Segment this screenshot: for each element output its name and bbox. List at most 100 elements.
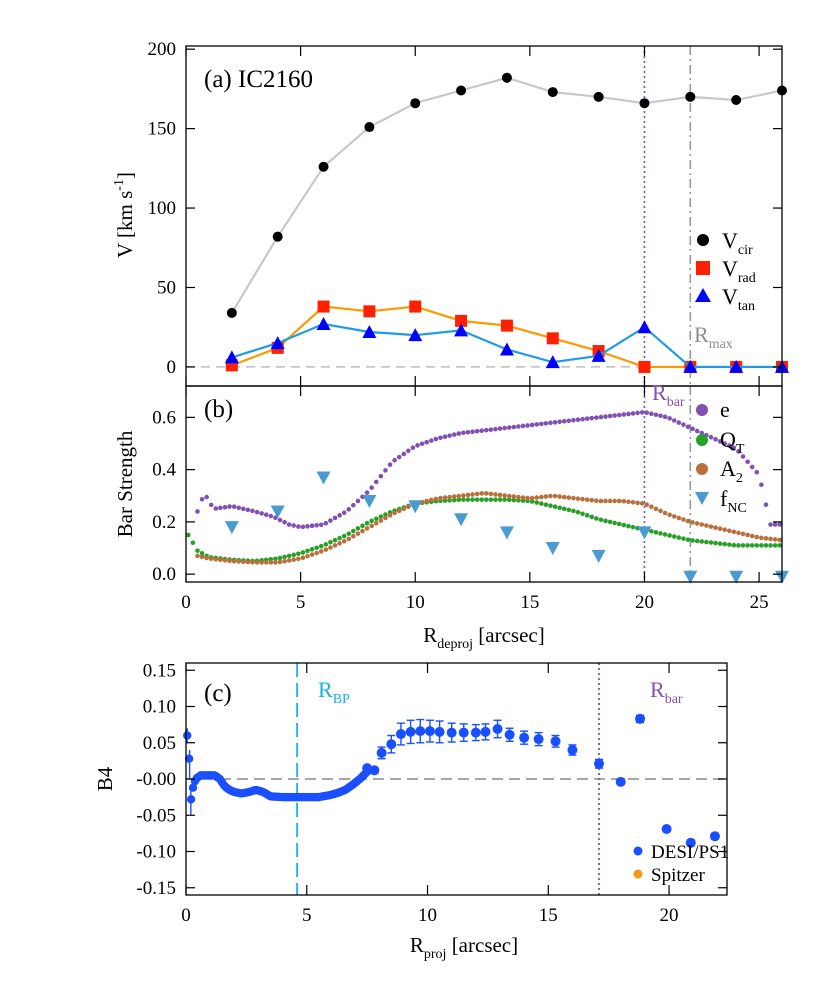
series-cir [226,72,787,318]
e-series-point [282,519,287,525]
desi-point [709,831,720,842]
e-series-point [552,420,558,425]
e-series-point [662,414,668,420]
desi-point [615,776,626,787]
a2-series-point [442,495,448,500]
panel-b-label: (b) [204,396,233,423]
qt-series-point [713,540,718,546]
point-rad [638,360,651,373]
a2-series-point [433,496,439,502]
qt-series-point [300,550,306,555]
a2-series-point [474,491,480,497]
a2-series-point [649,504,654,510]
e-series-point [222,504,228,510]
a2-series-point [231,558,237,564]
e-series-point [296,524,301,529]
desi-point [405,726,416,737]
a2-series-point [341,538,347,544]
fnc-point [316,471,331,485]
e-series-point [740,454,746,459]
e-series-point [763,502,769,507]
a2-series-point [259,560,264,565]
legend-spitzer-label: Spitzer [651,865,705,886]
a2-series-point [360,528,365,534]
a2-series-point [296,556,301,562]
e-series-point [355,498,361,504]
e-series-point [364,490,370,495]
rbar-annotation-b: Rbar [652,380,685,410]
a2-series-point [263,560,269,565]
legend-desi: DESI/PS1 [633,842,729,863]
desi-point [434,726,445,737]
y-tick-label: 0.6 [152,407,176,428]
desi-point [504,729,515,740]
a2-series-point [378,518,384,523]
qt-series-point [708,540,714,545]
e-series-point [195,509,200,514]
a2-series-point [520,495,526,500]
e-series-point [245,507,251,513]
qt-series-point [360,523,365,529]
e-series-point [649,411,654,417]
e-series-point [213,506,219,511]
legend-qt-label: QT [720,427,745,457]
qt-series-point [195,548,200,553]
e-series-point [451,432,457,437]
qt-series-point [364,520,370,526]
qt-series-point [681,536,686,541]
legend-vtan-marker [695,288,711,302]
qt-series-point [704,539,709,545]
fnc-point [637,526,652,540]
a2-series-point [208,556,214,562]
fnc-point [729,570,744,584]
point-tan [270,336,285,350]
qt-series-point [603,518,608,524]
a2-series-point [754,534,760,540]
a2-series-point [241,559,246,565]
e-series-point [465,429,471,435]
a2-series-point [626,499,631,505]
qt-series-point [598,517,604,523]
legend-a2-marker [696,463,708,475]
e-series-point [328,518,333,523]
e-series-point [575,417,581,423]
a2-series-point [653,506,659,512]
y-tick-label: 0.0 [152,564,176,585]
e-series-point [323,520,329,526]
e-series-point [667,416,672,421]
e-series-point [447,433,452,438]
qt-series-point [566,507,572,513]
e-series-point [392,457,397,463]
qt-series-point [649,529,654,534]
qt-series-point [580,511,585,517]
fnc-point [224,521,239,535]
point-tan [591,348,606,362]
a2-series-point [461,493,466,498]
y-tick-label: 0.2 [152,512,176,533]
a2-series-point [250,559,255,565]
a2-series-point [355,531,361,536]
qt-series-point [717,541,723,546]
qt-series-point [282,554,287,560]
e-series-point [438,435,443,441]
panel-b-y-ticks: 0.0 0.2 0.4 0.6 [152,407,782,585]
a2-series-point [328,545,333,550]
panel-b-plot-area [185,386,789,584]
qt-series-point [772,543,778,548]
qt-series-point [323,542,329,547]
e-series-point [263,512,269,518]
legend-qt-marker [696,434,708,446]
legend-desi-label: DESI/PS1 [651,842,729,863]
a2-series-point [364,526,370,531]
legend-fnc-marker [695,492,709,505]
a2-series-point [731,529,737,535]
point-cir [593,91,604,102]
e-series-point [749,464,755,470]
legend-e: e [696,397,730,422]
e-series-point [470,429,475,435]
qt-series-point [378,514,384,519]
qt-series-point [383,512,388,517]
panel-c-plot-area [183,663,727,895]
e-series-point [351,502,356,508]
y-tick-label: 50 [157,277,176,298]
